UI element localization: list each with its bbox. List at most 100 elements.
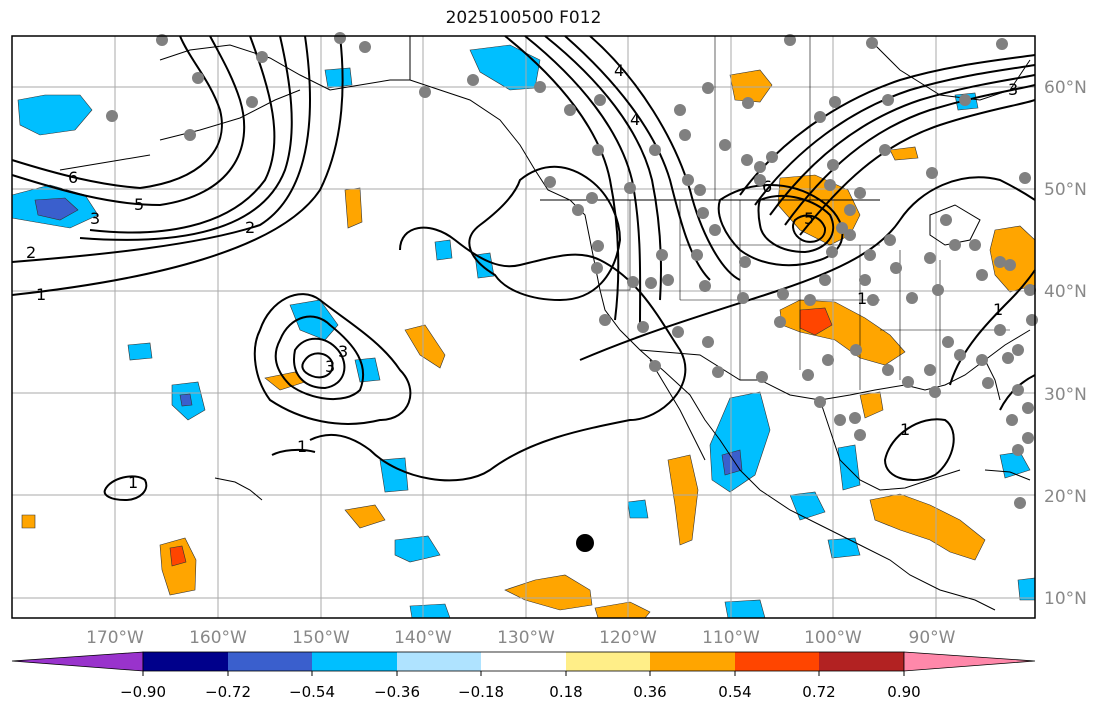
contour-line-eastern-us [579, 176, 1036, 361]
contour-line-pacific-high-2 [274, 315, 365, 401]
colorbar-tick-label: −0.72 [205, 683, 251, 701]
contour-line-pacific-high-3 [293, 337, 346, 390]
station-marker [334, 32, 346, 44]
anomaly-region-pacific-8 [127, 342, 153, 361]
station-marker [649, 360, 661, 372]
station-marker [1022, 402, 1034, 414]
lon-label: 130°W [497, 628, 555, 648]
station-marker [924, 364, 936, 376]
station-marker [709, 224, 721, 236]
contour-line-plains-low-3 [792, 214, 827, 243]
florida [984, 359, 1001, 401]
negative-anomaly-regions [11, 44, 1036, 619]
station-marker [906, 292, 918, 304]
station-marker [890, 262, 902, 274]
station-marker [940, 214, 952, 226]
colorbar-tick-label: 0.72 [802, 683, 835, 701]
colorbar-tick-label: 0.90 [887, 683, 920, 701]
contour-label: 1 [900, 420, 910, 439]
map-background [12, 36, 1035, 618]
station-marker [649, 144, 661, 156]
station-marker [864, 249, 876, 261]
state-borders [600, 36, 1010, 390]
station-marker [1024, 284, 1036, 296]
contour-line-aleutians-3 [79, 35, 293, 241]
station-marker [1026, 314, 1038, 326]
station-marker [741, 154, 753, 166]
graticule [12, 36, 1035, 618]
lon-label: 90°W [909, 628, 956, 648]
station-marker [882, 364, 894, 376]
anomaly-region-alaska [324, 67, 353, 89]
map-frame [11, 35, 1036, 619]
positive-anomaly-regions [21, 69, 1036, 619]
station-marker [1014, 497, 1026, 509]
contour-label: 6 [68, 168, 78, 187]
station-marker [756, 371, 768, 383]
anomaly-region-south-america [1017, 577, 1036, 601]
contour-line-west-coast-2 [524, 35, 642, 326]
station-marker [712, 366, 724, 378]
station-marker [359, 41, 371, 53]
station-marker [942, 336, 954, 348]
station-marker [924, 252, 936, 264]
contour-line-gulf-high [883, 418, 955, 481]
cuba [984, 469, 1031, 481]
contour-line-northeast-1 [739, 54, 1036, 196]
map-panel: 6 5 4 3 2 1 3 2 1 5 6 4 3 1 1 1 3 1 [11, 32, 1038, 619]
anomaly-region-pacific-19 [627, 499, 649, 519]
station-marker [850, 344, 862, 356]
station-marker [834, 414, 846, 426]
station-marker [866, 37, 878, 49]
contour-label: 2 [245, 218, 255, 237]
contour-line-aleutians-4 [89, 35, 276, 234]
contour-label: 5 [804, 209, 814, 228]
station-marker [836, 222, 848, 234]
anomaly-region-pacific-7-core [179, 393, 193, 407]
contour-label: 2 [26, 243, 36, 262]
colorbar-extend-high [903, 651, 1036, 672]
station-marker [1019, 172, 1031, 184]
colorbar-extend-low [11, 651, 144, 672]
station-marker [739, 256, 751, 268]
station-marker [804, 294, 816, 306]
station-marker [572, 204, 584, 216]
contour-label: 5 [134, 195, 144, 214]
station-marker [591, 262, 603, 274]
station-marker [1012, 344, 1024, 356]
station-marker [827, 159, 839, 171]
station-marker [882, 94, 894, 106]
anomaly-region-pacific-13 [827, 537, 861, 559]
station-marker [544, 176, 556, 188]
contour-line-aleutians-2 [11, 35, 311, 263]
anomaly-region-northwest-canada [729, 69, 773, 103]
station-marker [672, 326, 684, 338]
station-marker [814, 396, 826, 408]
station-marker [256, 51, 268, 63]
station-marker [784, 34, 796, 46]
lat-label: 20°N [1044, 487, 1087, 507]
contour-line-south-pacific [271, 448, 316, 456]
contour-label: 3 [338, 342, 348, 361]
anomaly-region-far-west [21, 514, 36, 529]
colorbar-bins [142, 651, 905, 672]
colorbar-bin [397, 652, 481, 671]
anomaly-region-central-america [869, 493, 986, 561]
station-marker [774, 316, 786, 328]
lon-label: 140°W [394, 628, 452, 648]
station-marker [949, 239, 961, 251]
colorbar-bin [650, 652, 735, 671]
station-marker [719, 139, 731, 151]
station-marker [854, 429, 866, 441]
station-marker [534, 81, 546, 93]
station-marker [645, 277, 657, 289]
lon-label: 100°W [804, 628, 862, 648]
lon-label: 120°W [599, 628, 657, 648]
station-marker [754, 161, 766, 173]
station-markers [106, 32, 1038, 509]
lon-label: 110°W [702, 628, 760, 648]
plot-title: 2025100500 F012 [445, 8, 602, 28]
anomaly-region-bering [17, 94, 93, 136]
station-marker [592, 144, 604, 156]
contour-line-hawaii [103, 475, 148, 502]
